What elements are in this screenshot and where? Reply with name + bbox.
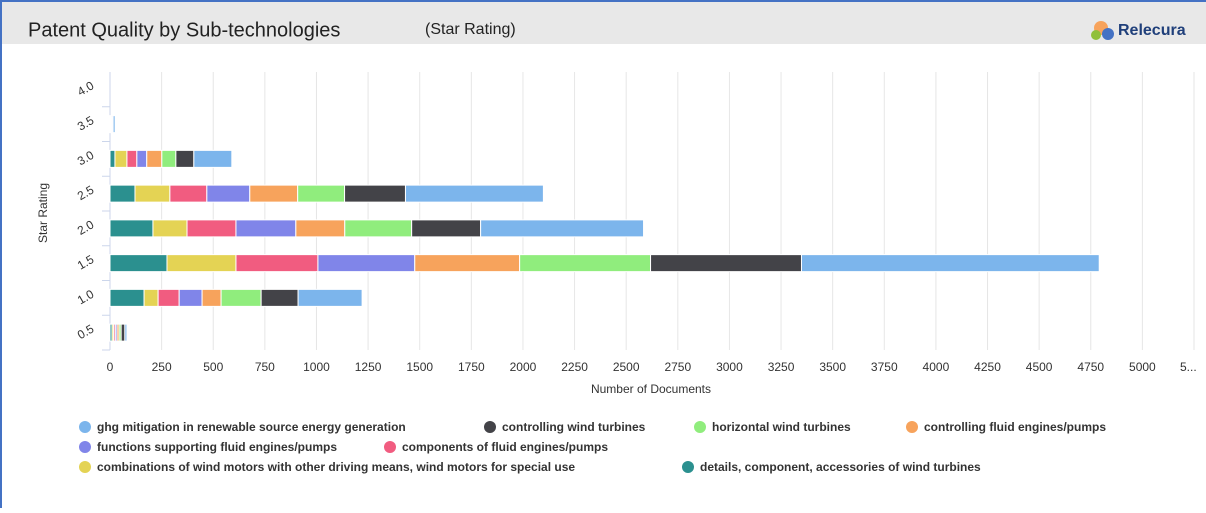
header-bar — [0, 0, 1206, 44]
bar-segment — [220, 288, 262, 307]
bar-segment — [235, 219, 297, 238]
bar-segment — [414, 254, 521, 273]
bar-segment — [297, 184, 346, 203]
bar-segment — [650, 254, 802, 273]
legend-marker — [79, 421, 91, 433]
bar-segment — [161, 149, 177, 168]
bar-segment — [136, 149, 148, 168]
legend-label: combinations of wind motors with other d… — [97, 460, 575, 474]
logo-icon — [1091, 21, 1114, 40]
x-tick-label: 3500 — [819, 360, 846, 374]
bar-segment — [404, 184, 544, 203]
bar-segment — [146, 149, 163, 168]
bar-segment — [193, 149, 233, 168]
bar-segment — [175, 149, 195, 168]
bar-segment — [297, 288, 363, 307]
bar-segment — [480, 219, 645, 238]
bar-segment — [109, 149, 116, 168]
bar-segment — [109, 184, 136, 203]
bar-segment — [169, 184, 208, 203]
legend-marker — [484, 421, 496, 433]
bar-segment — [143, 288, 159, 307]
bar-segment — [109, 288, 145, 307]
logo-text: Relecura — [1118, 22, 1186, 39]
bar-segment — [317, 254, 416, 273]
page-subtitle: (Star Rating) — [425, 21, 516, 38]
x-tick-label: 1000 — [303, 360, 330, 374]
x-tick-label: 3000 — [716, 360, 743, 374]
x-tick-label: 4750 — [1077, 360, 1104, 374]
x-tick-label: 2750 — [664, 360, 691, 374]
bar-segment — [295, 219, 346, 238]
x-tick-label: 500 — [203, 360, 223, 374]
bar-segment — [519, 254, 652, 273]
legend-label: functions supporting fluid engines/pumps — [97, 440, 337, 454]
bar-segment — [114, 149, 128, 168]
bar-segment — [344, 184, 406, 203]
x-axis-title: Number of Documents — [591, 382, 711, 396]
legend-marker — [694, 421, 706, 433]
bar-segment — [126, 149, 138, 168]
bar-segment — [186, 219, 237, 238]
bar-segment — [120, 323, 126, 342]
bar-segment — [112, 115, 116, 134]
x-tick-label: 2250 — [561, 360, 588, 374]
legend-label: controlling fluid engines/pumps — [924, 420, 1106, 434]
bar-segment — [178, 288, 203, 307]
x-tick-label: 750 — [255, 360, 275, 374]
bar-segment — [260, 288, 299, 307]
legend-marker — [79, 441, 91, 453]
x-tick-label: 3750 — [871, 360, 898, 374]
x-tick-label: 1250 — [355, 360, 382, 374]
x-tick-label: 3250 — [768, 360, 795, 374]
bar-segment — [124, 323, 128, 342]
bar-segment — [344, 219, 413, 238]
x-tick-label: 2500 — [613, 360, 640, 374]
legend-label: controlling wind turbines — [502, 420, 646, 434]
page-title: Patent Quality by Sub-technologies — [28, 19, 340, 41]
y-axis-title: Star Rating — [36, 183, 50, 243]
legend-marker — [906, 421, 918, 433]
x-tick-label: 0 — [107, 360, 114, 374]
x-tick-label: 4000 — [923, 360, 950, 374]
legend-label: components of fluid engines/pumps — [402, 440, 608, 454]
legend-marker — [682, 461, 694, 473]
x-tick-label: 4500 — [1026, 360, 1053, 374]
bar-segment — [109, 254, 168, 273]
bar-segment — [166, 254, 237, 273]
bar-segment — [134, 184, 171, 203]
legend-label: horizontal wind turbines — [712, 420, 851, 434]
bar-segment — [206, 184, 251, 203]
legend-label: ghg mitigation in renewable source energ… — [97, 420, 406, 434]
x-tick-label: 5... — [1180, 360, 1197, 374]
legend-label: details, component, accessories of wind … — [700, 460, 981, 474]
x-tick-label: 5000 — [1129, 360, 1156, 374]
legend-marker — [384, 441, 396, 453]
bar-segment — [800, 254, 1100, 273]
x-tick-label: 1500 — [406, 360, 433, 374]
legend-marker — [79, 461, 91, 473]
bar-segment — [157, 288, 180, 307]
bar-segment — [201, 288, 222, 307]
x-tick-label: 4250 — [974, 360, 1001, 374]
bar-segment — [235, 254, 319, 273]
bar-segment — [249, 184, 299, 203]
bar-segment — [152, 219, 188, 238]
x-tick-label: 2000 — [510, 360, 537, 374]
bar-segment — [109, 219, 154, 238]
bar-segment — [411, 219, 482, 238]
x-tick-label: 250 — [152, 360, 172, 374]
x-tick-label: 1750 — [458, 360, 485, 374]
